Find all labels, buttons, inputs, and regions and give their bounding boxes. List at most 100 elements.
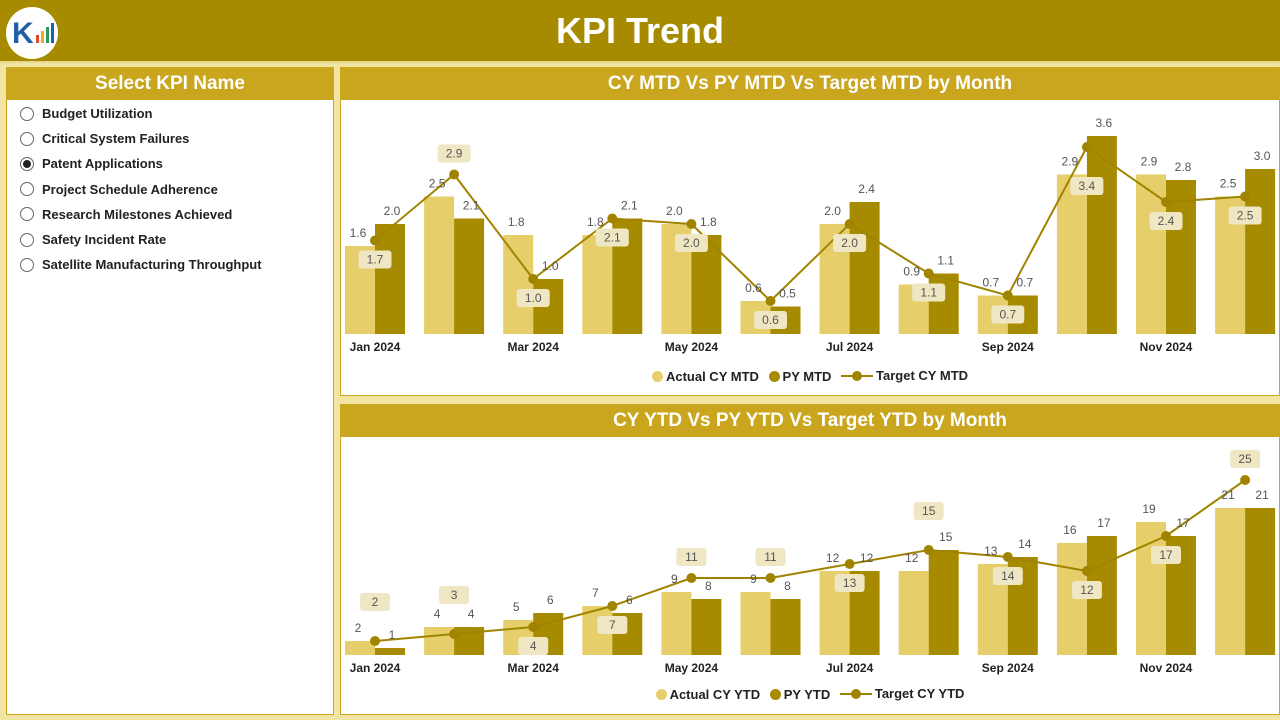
- bar-actual: [582, 235, 613, 334]
- legend-actual[interactable]: Actual CY YTD: [655, 687, 760, 702]
- data-label-box: [360, 593, 390, 611]
- data-label-box: [358, 250, 392, 269]
- data-label-actual: 2.0: [824, 204, 841, 218]
- data-label-py: 8: [705, 579, 712, 593]
- target-point: [923, 545, 934, 555]
- slicer-item-label: Patent Applications: [42, 156, 163, 172]
- legend-target[interactable]: Target CY YTD: [839, 686, 964, 701]
- radio-button-icon[interactable]: [20, 106, 34, 121]
- data-label-box: [595, 228, 629, 247]
- x-tick-label: Jul 2024: [826, 340, 874, 354]
- data-label-py: 2.1: [621, 199, 638, 213]
- slicer-item[interactable]: Research Milestones Achieved: [7, 202, 333, 227]
- target-point: [844, 559, 855, 569]
- data-label-actual: 4: [434, 607, 441, 621]
- data-label-target: 11: [685, 550, 698, 564]
- data-label-actual: 1.8: [587, 215, 604, 229]
- slicer-item-label: Project Schedule Adherence: [42, 181, 218, 197]
- radio-button-icon[interactable]: [20, 207, 34, 222]
- data-label-box: [516, 289, 550, 307]
- data-label-py: 6: [626, 593, 633, 607]
- bar-py: [928, 550, 959, 655]
- data-label-py: 2.4: [858, 182, 875, 196]
- data-label-box: [437, 144, 471, 163]
- slicer-item[interactable]: Budget Utilization: [7, 101, 333, 126]
- data-label-actual: 2.9: [1141, 155, 1158, 169]
- bar-actual: [424, 196, 455, 334]
- data-label-actual: 0.9: [903, 265, 920, 279]
- slicer-title: Select KPI Name: [7, 68, 333, 100]
- data-label-actual: 9: [671, 572, 678, 586]
- data-label-box: [518, 637, 549, 655]
- data-label-py: 2.8: [1175, 160, 1192, 174]
- radio-button-icon[interactable]: [20, 232, 34, 247]
- x-tick-label: Sep 2024: [982, 340, 1034, 354]
- target-point: [528, 622, 539, 632]
- data-label-target: 1.1: [920, 286, 937, 300]
- legend-py[interactable]: PY MTD: [768, 369, 831, 384]
- slicer-item[interactable]: Critical System Failures: [7, 126, 333, 151]
- radio-button-icon[interactable]: [20, 182, 34, 197]
- bar-py: [849, 202, 880, 334]
- bar-py: [928, 273, 959, 334]
- data-label-py: 0.7: [1016, 276, 1033, 290]
- data-label-actual: 19: [1142, 502, 1156, 516]
- data-label-box: [439, 586, 470, 604]
- data-label-py: 4: [468, 607, 475, 621]
- data-label-target: 13: [843, 576, 857, 590]
- slicer-item[interactable]: Satellite Manufacturing Throughput: [7, 252, 333, 277]
- target-point: [1161, 531, 1171, 541]
- data-label-actual: 2.5: [1220, 177, 1237, 191]
- data-label-target: 2: [372, 595, 379, 609]
- data-label-box: [1070, 177, 1104, 195]
- slicer-item[interactable]: Patent Applications: [7, 151, 333, 176]
- data-label-py: 17: [1097, 516, 1111, 530]
- data-label-actual: 7: [592, 586, 599, 600]
- legend-py[interactable]: PY YTD: [769, 687, 830, 702]
- data-label-target: 2.1: [604, 231, 621, 245]
- data-label-box: [1149, 212, 1183, 230]
- data-label-actual: 12: [905, 551, 919, 565]
- data-label-box: [597, 616, 628, 634]
- legend-actual[interactable]: Actual CY MTD: [651, 369, 759, 384]
- slicer-item-label: Safety Incident Rate: [42, 232, 167, 248]
- radio-button-icon[interactable]: [20, 156, 34, 171]
- bar-py: [1245, 169, 1276, 334]
- bar-py: [454, 218, 485, 334]
- target-point: [765, 573, 776, 583]
- data-label-target: 2.9: [446, 147, 463, 161]
- legend-target[interactable]: Target CY MTD: [841, 368, 968, 383]
- data-label-actual: 1.8: [508, 215, 525, 229]
- slicer-item[interactable]: Project Schedule Adherence: [7, 177, 333, 202]
- target-point: [765, 296, 776, 306]
- radio-button-icon[interactable]: [20, 131, 34, 146]
- data-label-actual: 2.9: [1062, 155, 1079, 169]
- x-tick-label: Jul 2024: [826, 661, 874, 675]
- data-label-py: 15: [939, 530, 953, 544]
- data-label-target: 0.7: [999, 308, 1016, 322]
- target-point: [1081, 142, 1092, 152]
- data-label-py: 14: [1018, 537, 1032, 551]
- data-label-box: [833, 234, 867, 252]
- x-tick-label: Nov 2024: [1140, 661, 1193, 675]
- data-label-target: 11: [764, 550, 777, 564]
- radio-button-icon[interactable]: [20, 257, 34, 272]
- bar-actual: [740, 592, 771, 655]
- bar-actual: [424, 627, 455, 655]
- data-label-target: 0.6: [762, 313, 779, 327]
- data-label-actual: 16: [1063, 523, 1077, 537]
- data-label-target: 7: [609, 618, 616, 632]
- data-label-target: 2.0: [683, 236, 700, 250]
- bar-py: [1245, 508, 1276, 655]
- data-label-actual: 2.5: [429, 177, 446, 191]
- slicer-item[interactable]: Safety Incident Rate: [7, 227, 333, 252]
- data-label-target: 25: [1238, 452, 1252, 466]
- data-label-py: 17: [1176, 516, 1190, 530]
- target-point: [528, 274, 539, 284]
- header: K KPI Trend: [0, 0, 1280, 63]
- data-label-target: 17: [1159, 548, 1173, 562]
- x-tick-label: May 2024: [665, 661, 719, 675]
- data-label-py: 12: [860, 551, 874, 565]
- bar-actual: [661, 592, 692, 655]
- data-label-box: [912, 283, 946, 302]
